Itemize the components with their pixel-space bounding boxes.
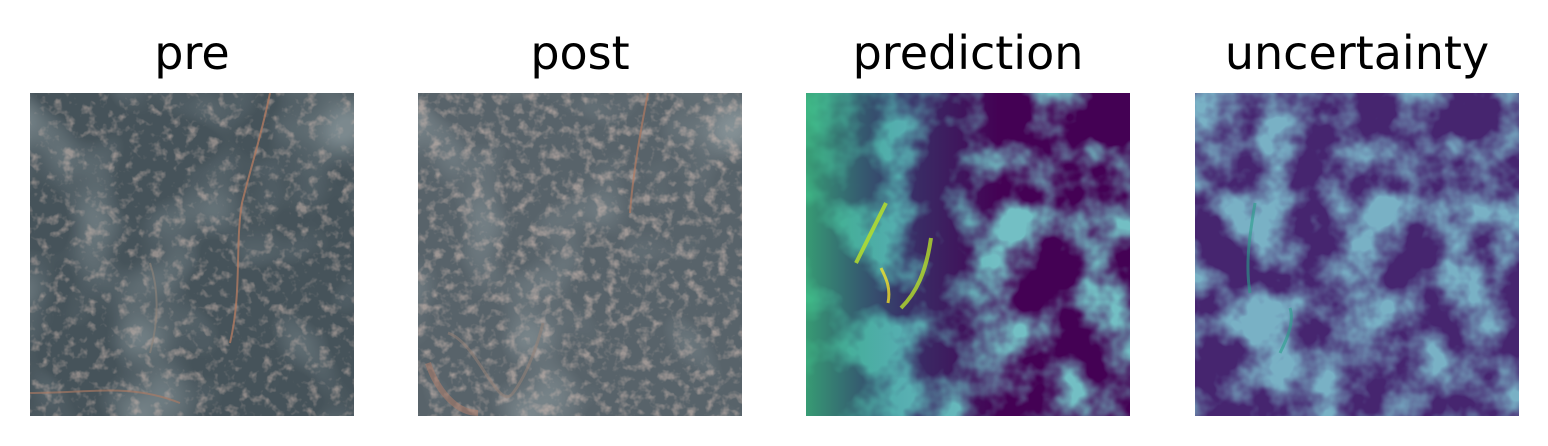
prediction-heatmap (806, 93, 1130, 416)
panel-title-prediction: prediction (852, 26, 1084, 80)
panel-title-pre: pre (154, 26, 230, 80)
panel-title-post: post (530, 26, 630, 80)
uncertainty-heatmap (1195, 93, 1519, 416)
panel-pre: pre (30, 0, 354, 446)
pre-image (30, 93, 354, 416)
panel-post: post (418, 0, 742, 446)
panel-title-uncertainty: uncertainty (1224, 26, 1490, 80)
post-image (418, 93, 742, 416)
panel-uncertainty: uncertainty (1195, 0, 1519, 446)
panel-prediction: prediction (806, 0, 1130, 446)
